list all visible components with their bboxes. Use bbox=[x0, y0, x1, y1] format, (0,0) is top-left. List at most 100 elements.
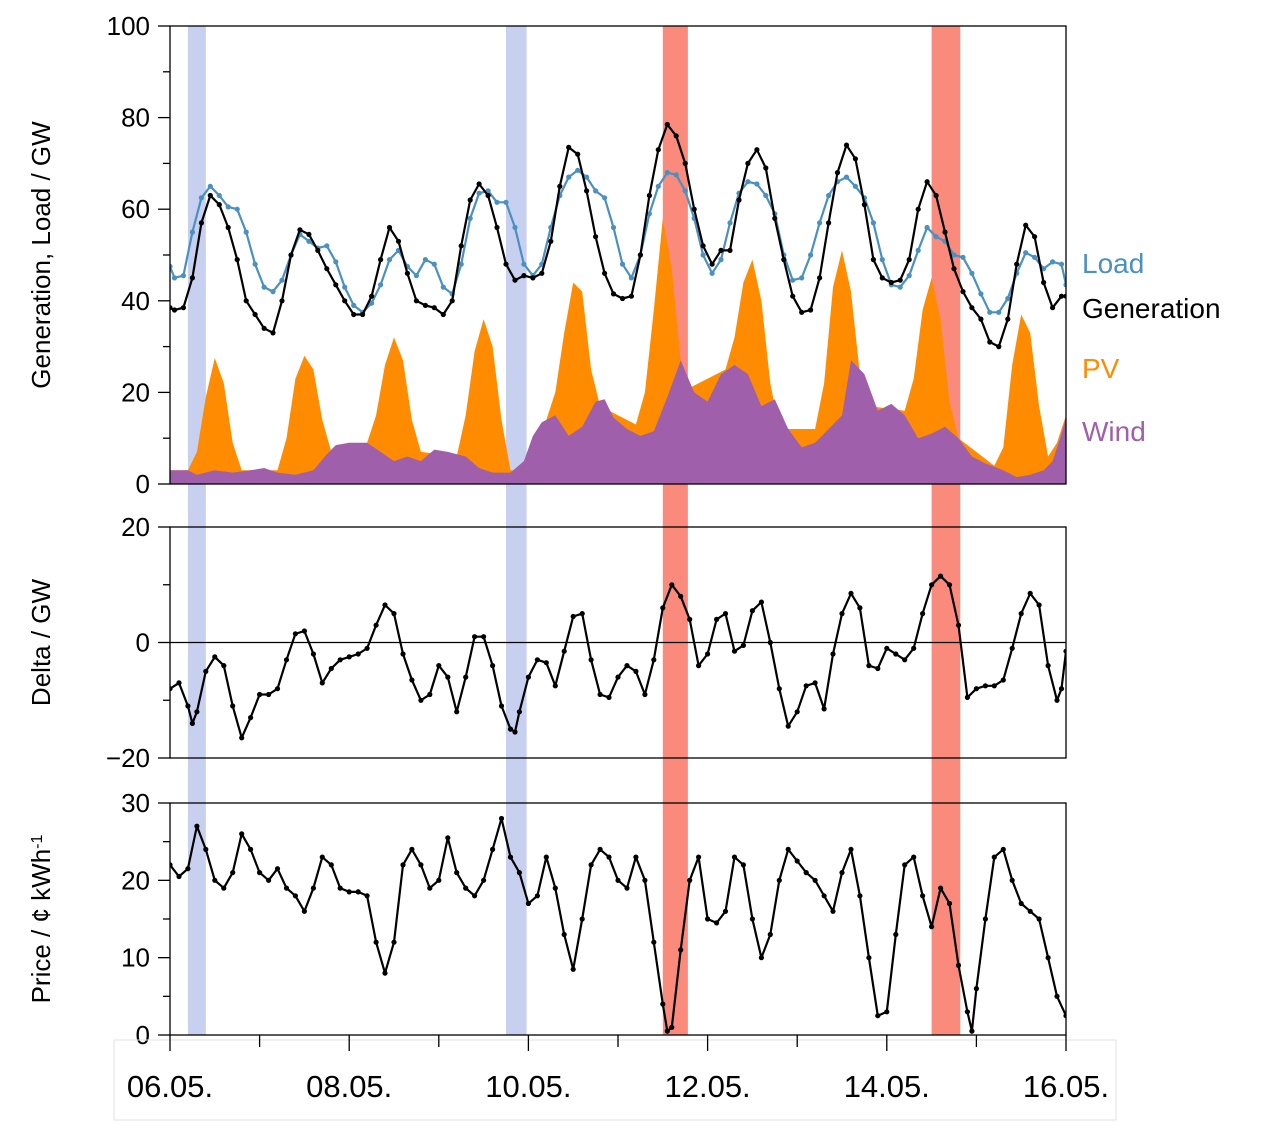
series-load-point bbox=[745, 179, 751, 185]
series-generation-point bbox=[378, 257, 384, 263]
series-delta-point bbox=[194, 709, 200, 715]
series-price-point bbox=[687, 877, 693, 883]
series-delta-point bbox=[579, 611, 585, 617]
series-load-point bbox=[763, 192, 769, 199]
x-axis: 06.05. 08.05. 10.05. 12.05. 14.05. 16.05. bbox=[113, 1035, 1117, 1121]
series-generation-point bbox=[342, 298, 348, 304]
series-generation-point bbox=[861, 202, 868, 208]
series-load-point bbox=[458, 261, 464, 267]
series-price-point bbox=[283, 885, 290, 891]
series-delta-point bbox=[731, 648, 738, 654]
series-delta-point bbox=[857, 605, 863, 611]
series-price-point bbox=[938, 885, 944, 891]
series-delta-point bbox=[749, 608, 756, 614]
series-price-point bbox=[203, 846, 209, 853]
series-delta-point bbox=[839, 611, 845, 617]
series-delta-point bbox=[561, 648, 567, 654]
series-delta-point bbox=[364, 645, 370, 651]
series-price-point bbox=[705, 916, 711, 922]
series-price-point bbox=[633, 854, 639, 860]
series-load-point bbox=[1050, 259, 1056, 265]
series-delta-point bbox=[588, 657, 594, 663]
series-generation-point bbox=[951, 266, 957, 272]
series-delta-point bbox=[893, 651, 899, 657]
series-load-point bbox=[494, 199, 500, 205]
series-generation-point bbox=[207, 192, 213, 199]
series-generation-point bbox=[171, 307, 178, 313]
y-tick-label: 20 bbox=[121, 512, 150, 542]
panel-series bbox=[170, 815, 1109, 1034]
series-price-point bbox=[355, 889, 361, 895]
series-generation-point bbox=[673, 133, 679, 139]
series-load-point bbox=[906, 273, 912, 279]
series-delta-point bbox=[848, 590, 854, 597]
series-load-point bbox=[584, 174, 590, 180]
series-delta-point bbox=[776, 686, 782, 692]
series-load-point bbox=[1041, 266, 1047, 272]
series-load-point bbox=[225, 204, 231, 210]
x-tick-label: 16.05. bbox=[1023, 1069, 1109, 1104]
series-delta-point bbox=[418, 697, 424, 703]
highlight-band-negative bbox=[506, 758, 527, 803]
series-generation-point bbox=[351, 311, 357, 318]
series-delta-point bbox=[1018, 611, 1024, 617]
series-generation-point bbox=[216, 202, 222, 208]
y-tick-label: 60 bbox=[121, 194, 150, 224]
series-generation-point bbox=[315, 247, 321, 253]
series-delta-point bbox=[570, 613, 576, 620]
series-price-point bbox=[669, 1024, 675, 1030]
series-load-point bbox=[431, 261, 437, 267]
series-delta-point bbox=[991, 683, 997, 689]
series-generation-point bbox=[1050, 305, 1056, 311]
series-price-point bbox=[606, 854, 612, 860]
series-delta-point bbox=[821, 706, 827, 712]
series-load-point bbox=[440, 284, 446, 290]
y-axis-label: Generation, Load / GW bbox=[26, 121, 56, 389]
series-generation-point bbox=[234, 257, 240, 263]
series-delta-point bbox=[1009, 645, 1015, 651]
series-generation-point bbox=[270, 330, 276, 336]
series-generation-point bbox=[503, 261, 509, 267]
y-tick-label: 10 bbox=[121, 943, 150, 973]
series-delta-point bbox=[669, 582, 675, 588]
series-price-point bbox=[660, 1001, 666, 1007]
series-generation-point bbox=[843, 142, 850, 148]
series-delta-point bbox=[445, 674, 451, 680]
series-generation-point bbox=[772, 215, 778, 221]
series-generation-point bbox=[261, 325, 267, 331]
series-generation-line bbox=[170, 123, 1066, 348]
series-load-point bbox=[378, 282, 384, 288]
series-load-point bbox=[198, 195, 204, 201]
highlight-band-positive bbox=[931, 484, 961, 527]
series-delta-point bbox=[964, 694, 971, 701]
series-load-point bbox=[243, 229, 249, 235]
series-price-point bbox=[946, 900, 953, 907]
series-delta-point bbox=[328, 665, 334, 672]
series-delta-point bbox=[266, 691, 272, 698]
series-price-point bbox=[678, 947, 684, 953]
series-delta-point bbox=[490, 663, 496, 669]
series-generation-point bbox=[566, 144, 572, 150]
series-price-point bbox=[664, 1028, 670, 1034]
series-load-point bbox=[324, 243, 330, 249]
highlight-band-positive bbox=[931, 803, 961, 1035]
series-generation-point bbox=[942, 229, 948, 235]
y-tick-label: 40 bbox=[121, 286, 150, 316]
y-axis-label-superscript: -1 bbox=[29, 834, 46, 848]
series-price-point bbox=[1104, 893, 1109, 898]
series-generation-point bbox=[288, 252, 294, 258]
series-generation-point bbox=[548, 238, 554, 244]
series-delta-point bbox=[436, 663, 442, 669]
series-generation-point bbox=[494, 224, 500, 231]
series-load-point bbox=[1005, 295, 1011, 302]
series-generation-point bbox=[297, 227, 303, 233]
series-generation-point bbox=[969, 305, 975, 311]
series-wind-area bbox=[170, 360, 1066, 484]
series-delta-point bbox=[794, 709, 800, 715]
series-generation-point bbox=[879, 275, 885, 281]
series-generation-point bbox=[727, 247, 733, 253]
series-price-point bbox=[534, 893, 541, 899]
series-price-point bbox=[722, 908, 729, 914]
series-price-point bbox=[472, 893, 478, 899]
series-delta-point bbox=[512, 729, 518, 735]
